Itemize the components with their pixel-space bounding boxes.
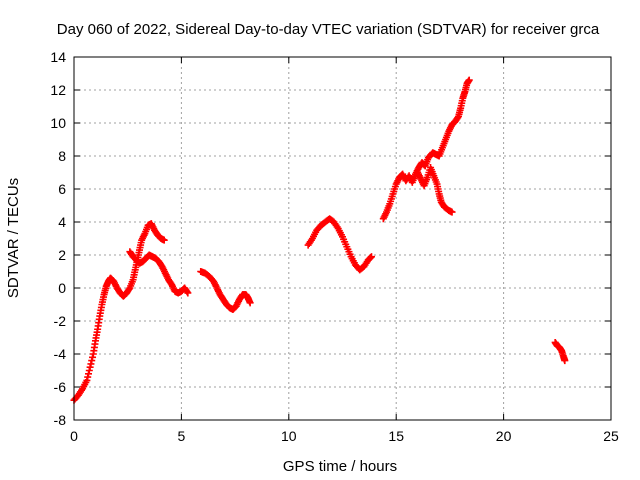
data-point [184,289,192,297]
axis-ticks: 0 5 10 15 20 25 -8 -6 -4 -2 0 2 4 6 8 10 12 14 [50,49,619,444]
x-tick-label: 0 [70,428,78,444]
plot-frame [73,56,612,421]
data-point [84,370,92,378]
data-point [86,363,94,371]
y-tick-label: -6 [54,379,67,395]
x-tick-label: 25 [603,428,619,444]
grid-lines [74,57,611,420]
y-tick-label: 8 [58,148,66,164]
data-point [89,353,97,361]
data-point [87,360,95,368]
data-point [160,236,168,244]
data-point [183,288,191,296]
chart-title: Day 060 of 2022, Sidereal Day-to-day VTE… [57,21,600,38]
y-tick-label: 4 [58,214,66,230]
x-tick-label: 15 [388,428,404,444]
y-axis-label: SDTVAR / TECUs [5,178,22,298]
data-point [85,367,93,374]
y-tick-label: 14 [50,49,66,65]
y-tick-label: 2 [58,247,66,263]
data-point [246,299,254,307]
data-point [367,253,375,261]
data-point [83,376,91,384]
y-tick-label: -2 [54,313,67,329]
x-tick-label: 5 [178,428,186,444]
y-tick-label: 0 [58,280,66,296]
data-point [561,357,569,365]
y-tick-label: 10 [50,115,66,131]
data-point [465,76,473,84]
y-tick-label: -4 [54,346,67,362]
data-point [448,208,456,216]
data-points [70,76,569,404]
x-axis-label: GPS time / hours [283,458,397,475]
data-point [367,253,375,261]
y-tick-label: -8 [54,412,67,428]
x-tick-label: 20 [496,428,512,444]
y-tick-label: 6 [58,181,66,197]
x-tick-label: 10 [281,428,297,444]
y-tick-label: 12 [50,82,66,98]
data-point [454,114,462,122]
data-point [84,373,92,381]
data-point [88,357,96,365]
